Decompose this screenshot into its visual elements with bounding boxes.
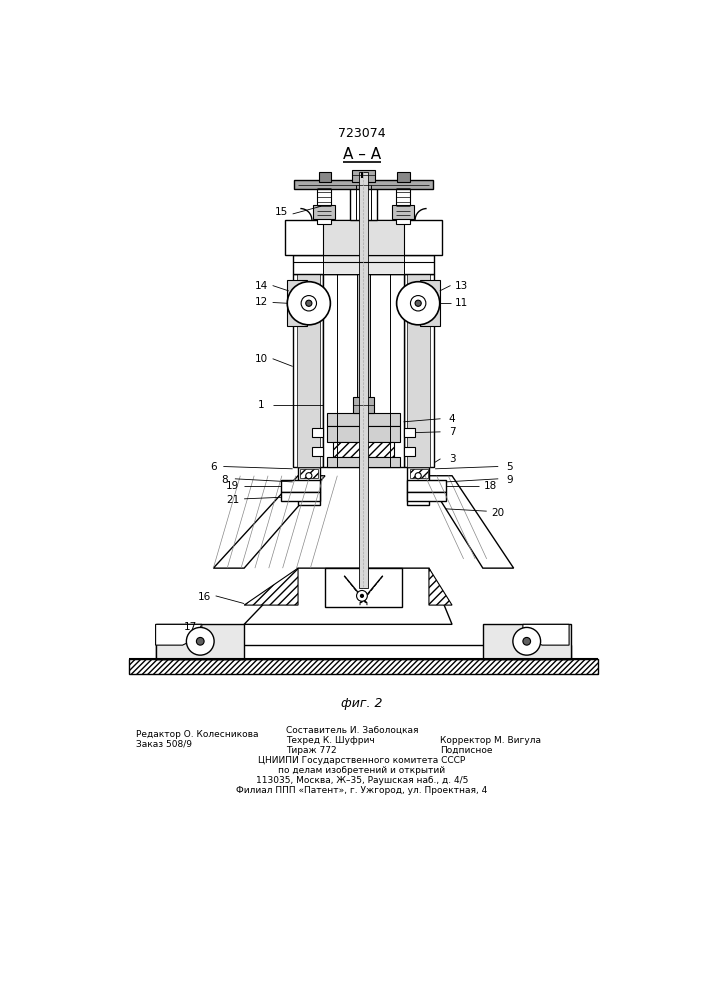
Text: ЦНИИПИ Государственного комитета СССР: ЦНИИПИ Государственного комитета СССР: [258, 756, 466, 765]
Text: 16: 16: [197, 592, 211, 602]
Bar: [293, 274, 324, 466]
Bar: [404, 447, 415, 456]
Text: 3: 3: [449, 454, 455, 464]
Text: Корректор М. Вигула: Корректор М. Вигула: [440, 736, 542, 745]
Circle shape: [411, 296, 426, 311]
Bar: [312, 428, 324, 437]
Bar: [319, 172, 331, 182]
Bar: [407, 480, 446, 492]
Polygon shape: [523, 624, 569, 645]
Text: 12: 12: [255, 297, 268, 307]
Text: 4: 4: [449, 414, 455, 424]
Circle shape: [513, 627, 541, 655]
Text: 13: 13: [455, 281, 468, 291]
Bar: [324, 274, 404, 466]
Text: 6: 6: [210, 462, 216, 472]
Text: по делам изобретений и открытий: по делам изобретений и открытий: [279, 766, 445, 775]
Circle shape: [187, 627, 214, 655]
Text: Редактор О. Колесникова: Редактор О. Колесникова: [136, 730, 259, 739]
Bar: [327, 413, 399, 426]
Bar: [317, 185, 331, 224]
Bar: [333, 442, 395, 457]
Text: А – А: А – А: [343, 147, 381, 162]
Bar: [421, 280, 440, 326]
Bar: [354, 397, 373, 413]
Bar: [293, 255, 434, 274]
Bar: [285, 220, 442, 255]
Bar: [300, 469, 318, 478]
Bar: [483, 624, 571, 659]
Polygon shape: [244, 568, 298, 605]
Circle shape: [523, 637, 530, 645]
Circle shape: [397, 282, 440, 325]
Bar: [352, 170, 375, 182]
Circle shape: [356, 590, 368, 601]
Bar: [351, 185, 377, 220]
Text: 14: 14: [255, 281, 268, 291]
Bar: [129, 659, 598, 674]
Text: 10: 10: [255, 354, 268, 364]
Bar: [397, 172, 409, 182]
Text: 1: 1: [258, 400, 264, 410]
Bar: [281, 492, 320, 501]
Text: 8: 8: [221, 475, 228, 485]
Bar: [407, 466, 429, 505]
Text: Техред К. Шуфрич: Техред К. Шуфрич: [286, 736, 375, 745]
Text: Филиал ППП «Патент», г. Ужгород, ул. Проектная, 4: Филиал ППП «Патент», г. Ужгород, ул. Про…: [236, 786, 488, 795]
Text: 17: 17: [184, 622, 197, 632]
Bar: [294, 180, 433, 189]
Polygon shape: [214, 476, 325, 568]
Bar: [407, 492, 446, 501]
Bar: [392, 205, 414, 219]
Text: Составитель И. Заболоцкая: Составитель И. Заболоцкая: [286, 726, 419, 735]
Bar: [404, 274, 434, 466]
Polygon shape: [156, 624, 201, 645]
Bar: [313, 205, 335, 219]
Bar: [156, 645, 571, 659]
Bar: [287, 280, 307, 326]
Text: 15: 15: [274, 207, 288, 217]
Bar: [156, 624, 244, 659]
Bar: [312, 447, 324, 456]
Polygon shape: [244, 568, 452, 624]
Circle shape: [415, 300, 421, 306]
Bar: [281, 480, 320, 492]
Text: 7: 7: [449, 427, 455, 437]
Bar: [404, 428, 415, 437]
Circle shape: [287, 282, 330, 325]
Circle shape: [305, 300, 312, 306]
Text: Тираж 772: Тираж 772: [286, 746, 337, 755]
Bar: [409, 469, 428, 478]
Text: 21: 21: [226, 495, 239, 505]
Text: 113035, Москва, Ж–35, Раушская наб., д. 4/5: 113035, Москва, Ж–35, Раушская наб., д. …: [256, 776, 468, 785]
Circle shape: [301, 296, 317, 311]
Bar: [324, 220, 404, 255]
Bar: [298, 466, 320, 505]
Text: 19: 19: [226, 481, 239, 491]
Text: 20: 20: [491, 508, 505, 518]
Text: Заказ 508/9: Заказ 508/9: [136, 740, 192, 749]
Text: 11: 11: [455, 298, 468, 308]
Text: фиг. 2: фиг. 2: [341, 697, 382, 710]
Bar: [327, 426, 399, 442]
Circle shape: [305, 473, 312, 479]
Text: 5: 5: [506, 462, 513, 472]
Bar: [327, 457, 399, 466]
Polygon shape: [425, 476, 514, 568]
Text: 18: 18: [484, 481, 497, 491]
Circle shape: [415, 473, 421, 479]
Text: 9: 9: [506, 475, 513, 485]
Bar: [324, 255, 404, 274]
Bar: [357, 274, 370, 413]
Bar: [296, 274, 320, 466]
Bar: [396, 185, 409, 224]
Polygon shape: [429, 568, 452, 605]
Bar: [325, 568, 402, 607]
Bar: [407, 274, 431, 466]
Text: 723074: 723074: [338, 127, 386, 140]
Bar: [359, 172, 368, 588]
Text: Подписное: Подписное: [440, 746, 493, 755]
Circle shape: [197, 637, 204, 645]
Circle shape: [361, 594, 363, 597]
